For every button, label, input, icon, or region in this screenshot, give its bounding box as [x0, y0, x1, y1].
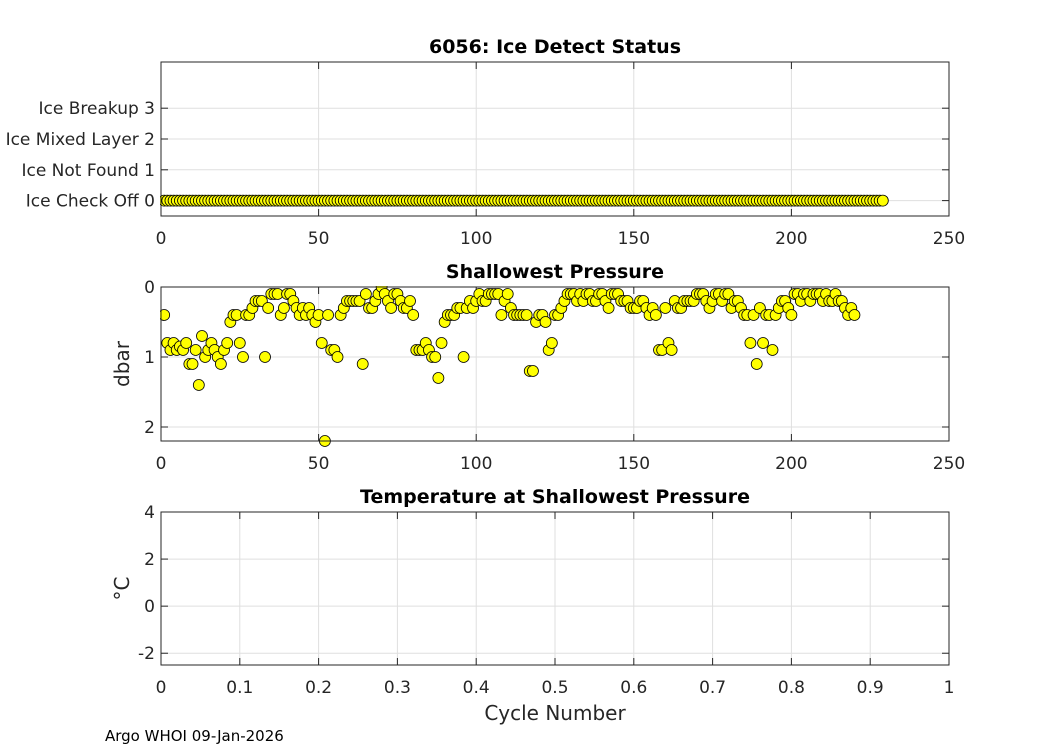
x-tick-label: 100: [460, 454, 492, 474]
panel-title: Shallowest Pressure: [446, 261, 664, 283]
y-axis-label: °C: [110, 577, 134, 601]
data-point: [457, 351, 470, 363]
data-point: [221, 337, 234, 349]
data-point: [545, 337, 558, 349]
x-tick-label: 1: [944, 678, 955, 698]
data-point: [407, 309, 420, 321]
y-tick-label: 4: [144, 503, 155, 523]
data-point: [196, 330, 208, 342]
data-point: [659, 302, 672, 314]
x-tick-label: 0: [156, 454, 167, 474]
y-tick-label: 0: [144, 597, 155, 617]
y-tick-label: 2: [144, 550, 155, 570]
data-point: [520, 309, 533, 321]
x-tick-label: 0.4: [463, 678, 490, 698]
x-tick-label: 0.6: [620, 678, 647, 698]
data-point: [315, 337, 328, 349]
data-point: [322, 309, 334, 321]
data-point: [876, 194, 889, 207]
data-point: [539, 316, 552, 328]
y-tick-label: -2: [138, 644, 155, 664]
x-tick-label: 250: [933, 229, 965, 249]
data-point: [404, 295, 416, 307]
data-point: [435, 337, 448, 349]
data-point: [237, 351, 249, 363]
data-points: [160, 286, 861, 447]
data-point: [189, 344, 202, 356]
ice-detect-panel: 0 50 100 150 200 250 Ice Check Off 0 Ice Not Fo…: [6, 36, 966, 249]
data-point: [160, 309, 171, 321]
y-tick-label: 1: [144, 348, 155, 368]
y-tick-label: Ice Check Off 0: [26, 192, 155, 212]
footer-credit: Argo WHOI 09-Jan-2026: [105, 727, 284, 745]
data-point: [649, 309, 662, 321]
data-point: [785, 309, 798, 321]
data-point: [501, 288, 514, 300]
data-point: [848, 309, 861, 321]
data-point: [527, 365, 539, 377]
axes-frame: [160, 286, 950, 442]
data-point: [744, 337, 757, 349]
data-point: [757, 337, 769, 349]
x-tick-label: 0.3: [384, 678, 411, 698]
data-point: [385, 302, 397, 314]
x-tick-label: 0: [156, 229, 167, 249]
panel-title: Temperature at Shallowest Pressure: [360, 486, 750, 508]
data-point: [429, 351, 442, 363]
data-point: [180, 337, 193, 349]
data-point: [750, 358, 763, 370]
x-tick-label: 0: [156, 678, 167, 698]
y-tick-label: 0: [144, 278, 155, 298]
shallowest-pressure-panel: 0 50 100 150 200 250 0 1 2 Shallowest Pressure dba…: [110, 261, 965, 474]
data-point: [602, 302, 615, 314]
x-tick-label: 150: [618, 454, 650, 474]
y-tick-label: Ice Not Found 1: [21, 161, 155, 181]
y-tick-label: Ice Breakup 3: [39, 99, 156, 119]
data-point: [495, 309, 508, 321]
y-tick-label: 2: [144, 418, 155, 438]
x-tick-label: 50: [308, 454, 330, 474]
temperature-panel: 0 0.1 0.2 0.3 0.4 0.5 0.6 0.7 0.8 0.9 1-2024Temper…: [110, 486, 954, 725]
data-point: [214, 358, 227, 370]
y-axis-label: dbar: [110, 340, 134, 387]
x-tick-label: 0.5: [541, 678, 568, 698]
axes-frame: [160, 61, 950, 217]
x-tick-label: 250: [933, 454, 965, 474]
data-point: [262, 302, 275, 314]
x-tick-label: 150: [618, 229, 650, 249]
data-points: [160, 194, 889, 207]
data-point: [356, 358, 369, 370]
y-tick-label: Ice Mixed Layer 2: [6, 130, 155, 150]
x-axis-label: Cycle Number: [484, 701, 626, 725]
data-point: [259, 351, 271, 363]
x-tick-label: 0.9: [857, 678, 884, 698]
data-point: [192, 379, 205, 391]
x-tick-label: 200: [775, 454, 807, 474]
data-point: [233, 337, 246, 349]
axes-frame: [160, 511, 950, 666]
x-tick-label: 200: [775, 229, 807, 249]
data-point: [331, 351, 344, 363]
data-point: [278, 302, 290, 314]
x-tick-label: 0.8: [778, 678, 805, 698]
x-tick-label: 50: [308, 229, 330, 249]
x-tick-label: 0.2: [305, 678, 332, 698]
x-tick-label: 0.7: [699, 678, 726, 698]
x-tick-label: 0.1: [226, 678, 253, 698]
panel-title: 6056: Ice Detect Status: [429, 36, 681, 58]
data-point: [359, 288, 372, 300]
x-tick-label: 100: [460, 229, 492, 249]
data-point: [665, 344, 678, 356]
data-point: [766, 344, 779, 356]
data-point: [186, 358, 199, 370]
data-point: [432, 372, 445, 384]
